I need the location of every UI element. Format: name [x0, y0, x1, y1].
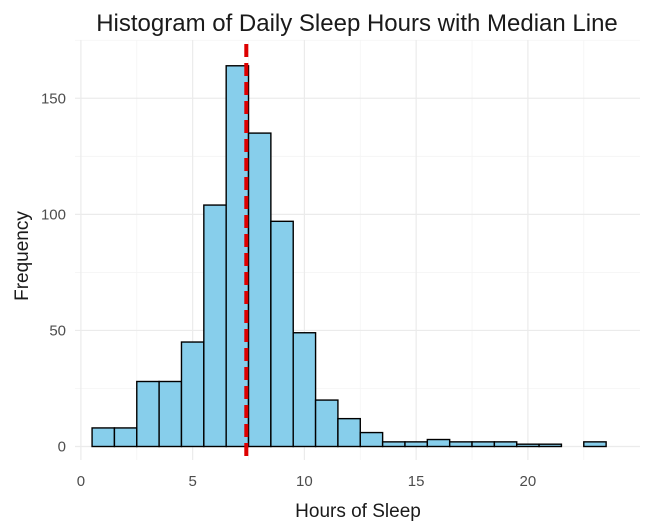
histogram-bar [381, 441, 406, 448]
x-tick-label: 15 [408, 473, 425, 490]
y-axis-ticks: 0 50 100 150 [41, 90, 66, 455]
x-tick-label: 20 [520, 473, 537, 490]
x-tick-label: 5 [188, 473, 196, 490]
y-tick-label: 150 [41, 90, 66, 107]
histogram-bar [292, 332, 317, 448]
x-tick-label: 10 [296, 473, 313, 490]
y-tick-label: 0 [58, 439, 66, 456]
histogram-bar [247, 132, 272, 448]
histogram-bar [91, 427, 116, 448]
x-tick-label: 0 [77, 473, 85, 490]
histogram-bar [583, 441, 607, 448]
x-axis-title: Hours of Sleep [295, 501, 421, 522]
histogram-bar [158, 380, 183, 448]
histogram-bar [136, 380, 160, 448]
histogram-bar [180, 341, 205, 448]
histogram-bar [516, 443, 540, 448]
histogram-bar [426, 438, 451, 448]
histogram-bar [314, 399, 339, 448]
y-tick-label: 50 [49, 322, 66, 339]
histogram-bar [538, 443, 563, 448]
histogram-bar [359, 431, 384, 448]
histogram-bar [113, 427, 138, 448]
histogram-bar [471, 441, 496, 448]
histogram-bar [270, 220, 294, 448]
x-axis-ticks: 0 5 10 15 20 [77, 473, 537, 490]
histogram-bars [91, 65, 607, 448]
histogram-bar [493, 441, 518, 448]
y-axis-title: Frequency [12, 211, 33, 301]
chart-title: Histogram of Daily Sleep Hours with Medi… [96, 10, 618, 37]
histogram-bar [404, 441, 429, 448]
histogram-bar [203, 204, 227, 448]
histogram-bar [448, 441, 473, 448]
histogram-bar [337, 417, 361, 448]
y-tick-label: 100 [41, 206, 66, 223]
